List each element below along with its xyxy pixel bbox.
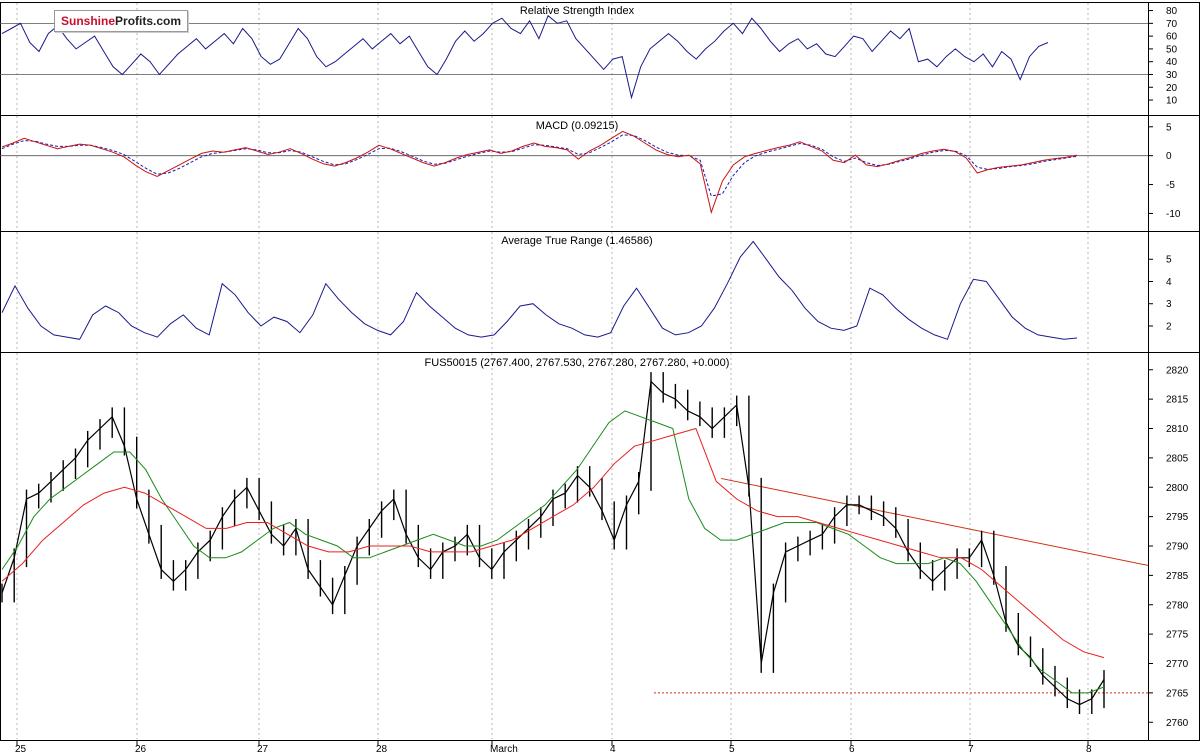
atr-panel-frame (0, 231, 1200, 353)
macd-line (1, 130, 1078, 215)
macd-signal-line (1, 134, 1078, 197)
price-y-tick-label: 2820 (1166, 365, 1189, 376)
date-axis-label: 26 (135, 744, 147, 755)
price-y-tick-label: 2795 (1166, 512, 1189, 523)
price-y-tick-label: 2780 (1166, 600, 1189, 611)
date-axis-label: 28 (376, 744, 388, 755)
macd-panel-frame (0, 115, 1200, 232)
price-y-tick-label: 2810 (1166, 424, 1189, 435)
atr-panel-title: Average True Range (1.46586) (501, 235, 652, 247)
date-axis-label: 8 (1086, 744, 1092, 755)
date-axis-label: 25 (15, 744, 27, 755)
date-axis-label: 6 (849, 744, 855, 755)
date-axis-label: 4 (610, 744, 616, 755)
price-y-tick-label: 2815 (1166, 395, 1189, 406)
rsi-y-tick-label: 20 (1166, 83, 1178, 94)
rsi-y-tick-label: 80 (1166, 6, 1178, 17)
rsi-panel-title: Relative Strength Index (520, 5, 635, 17)
rsi-y-tick-label: 60 (1166, 32, 1178, 43)
price-y-tick-label: 2790 (1166, 542, 1189, 553)
date-axis-label: 27 (257, 744, 269, 755)
atr-y-tick-label: 2 (1166, 321, 1172, 332)
brand-logo: SunshineProfits.com (54, 10, 189, 32)
macd-y-tick-label: 5 (1166, 122, 1172, 133)
rsi-line (1, 14, 1049, 100)
rsi-y-tick-label: 70 (1166, 19, 1178, 30)
price-y-tick-label: 2770 (1166, 659, 1189, 670)
price-y-tick-label: 2785 (1166, 571, 1189, 582)
price-y-tick-label: 2765 (1166, 688, 1189, 699)
atr-y-tick-label: 3 (1166, 299, 1172, 310)
atr-line (1, 240, 1078, 340)
resistance-trendline (720, 477, 1149, 566)
atr-y-tick-label: 4 (1166, 277, 1172, 288)
rsi-y-tick-label: 10 (1166, 96, 1178, 107)
price-y-tick-label: 2805 (1166, 453, 1189, 464)
macd-y-tick-label: -10 (1166, 209, 1181, 220)
rsi-y-tick-label: 40 (1166, 57, 1178, 68)
date-axis-label: March (490, 744, 518, 755)
moving-average-slow-line (1, 427, 1105, 659)
date-axis-label: 5 (729, 744, 735, 755)
macd-panel-title: MACD (0.09215) (536, 120, 619, 132)
price-y-tick-label: 2775 (1166, 630, 1189, 641)
macd-y-tick-label: 0 (1166, 151, 1172, 162)
price-y-tick-label: 2800 (1166, 483, 1189, 494)
price-panel-title: FUS50015 (2767.400, 2767.530, 2767.280, … (425, 357, 730, 369)
price-y-tick-label: 2760 (1166, 718, 1189, 729)
rsi-y-tick-label: 50 (1166, 44, 1178, 55)
price-panel-frame (0, 352, 1200, 741)
moving-average-fast-line (1, 410, 1105, 694)
atr-y-tick-label: 5 (1166, 255, 1172, 266)
rsi-y-tick-label: 30 (1166, 70, 1178, 81)
price-line (1, 380, 1105, 706)
macd-y-tick-label: -5 (1166, 180, 1175, 191)
date-axis-label: 7 (968, 744, 974, 755)
